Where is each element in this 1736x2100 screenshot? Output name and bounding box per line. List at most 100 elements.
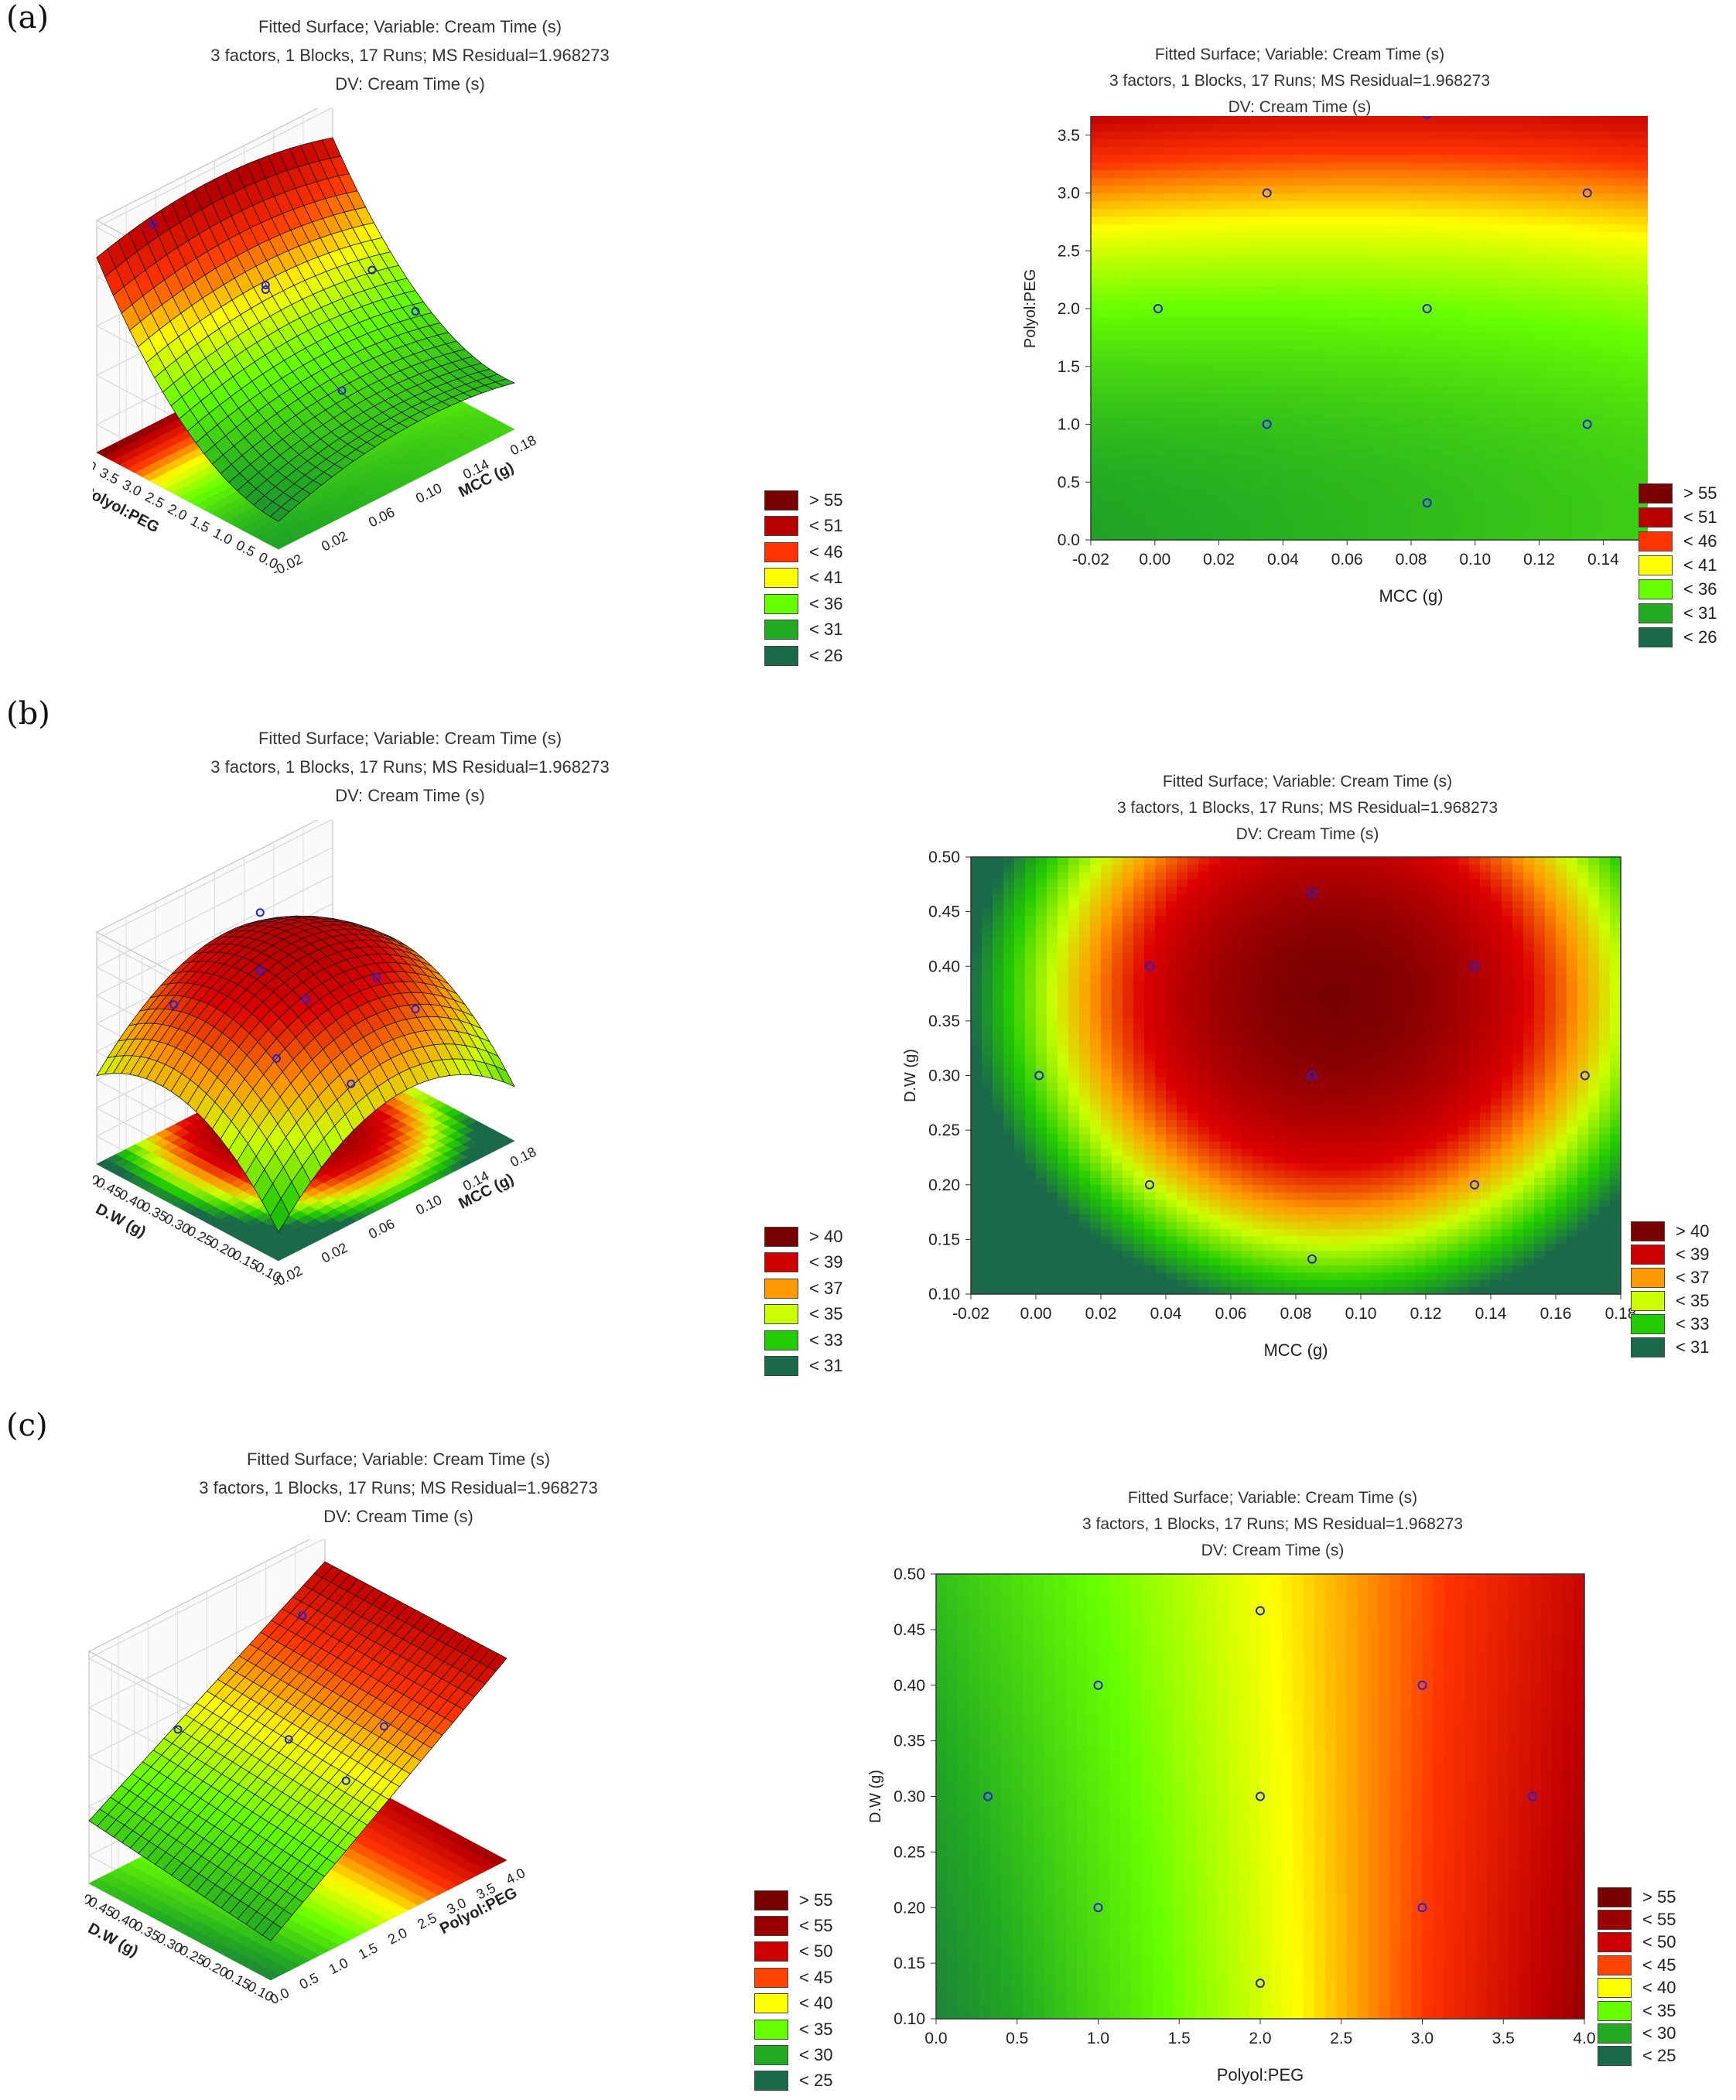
contour-cell <box>1592 301 1604 309</box>
contour-cell <box>1325 293 1337 302</box>
contour-cell <box>1421 447 1434 456</box>
contour-cell <box>1154 354 1167 364</box>
contour-cell <box>1389 354 1401 364</box>
contour-cell <box>1368 424 1380 433</box>
contour-cell <box>1625 509 1636 517</box>
contour-cell <box>1421 432 1434 441</box>
contour-cell <box>1229 278 1241 286</box>
contour-cell <box>1625 323 1636 333</box>
contour-cell <box>1091 293 1102 302</box>
contour-cell <box>1229 285 1241 294</box>
contour-cell <box>1581 278 1594 286</box>
contour-cell <box>1592 532 1604 541</box>
contour-cell <box>1358 254 1369 263</box>
contour-cell <box>1101 486 1113 494</box>
contour-cell <box>1560 501 1572 510</box>
contour-cell <box>1645 247 1648 255</box>
legend-swatch <box>764 516 798 537</box>
contour-cell <box>1421 347 1434 356</box>
contour-cell <box>1539 285 1550 294</box>
contour-cell <box>1614 354 1625 364</box>
contour-cell <box>1581 509 1594 517</box>
contour-cell <box>1421 316 1434 325</box>
contour-cell <box>1550 385 1561 394</box>
contour-cell <box>1539 354 1550 364</box>
contour-cell <box>1379 455 1390 463</box>
contour-cell <box>1368 377 1380 387</box>
contour-cell <box>1293 185 1305 194</box>
contour-cell <box>1101 424 1113 433</box>
contour-cell <box>1528 470 1540 479</box>
contour-cell <box>1528 339 1540 348</box>
contour-cell <box>1240 478 1252 487</box>
contour-cell <box>1518 146 1529 155</box>
contour-cell <box>1625 193 1636 202</box>
contour-cell <box>1432 169 1444 179</box>
contour-cell <box>1379 470 1390 479</box>
contour-cell <box>1464 169 1476 179</box>
contour-cell <box>1464 231 1476 240</box>
contour-cell <box>1144 216 1156 224</box>
contour-cell <box>1176 447 1188 456</box>
contour-cell <box>1240 347 1252 356</box>
contour-cell <box>1368 123 1380 132</box>
contour-cell <box>1165 517 1177 525</box>
contour-cell <box>1443 169 1454 179</box>
contour-cell <box>1389 424 1401 433</box>
contour-cell <box>1389 146 1401 155</box>
contour-cell <box>1379 362 1390 371</box>
contour-cell <box>1421 278 1434 286</box>
contour-cell <box>1304 339 1316 348</box>
contour-cell <box>1198 347 1209 356</box>
contour-cell <box>1571 316 1583 325</box>
contour-cell <box>1464 216 1476 224</box>
contour-cell <box>1603 231 1615 240</box>
contour-cell <box>1507 532 1519 541</box>
contour-cell <box>1379 146 1390 155</box>
contour-cell <box>1645 408 1648 418</box>
contour-cell <box>1091 486 1102 494</box>
contour-cell <box>1336 138 1348 148</box>
contour-cell <box>1133 146 1145 155</box>
contour-cell <box>1443 377 1454 387</box>
contour-cell <box>1507 354 1519 364</box>
contour-cell <box>1432 216 1444 224</box>
contour-cell <box>1272 370 1283 379</box>
contour-cell <box>1154 193 1167 202</box>
contour-cell <box>1358 123 1369 132</box>
contour-cell <box>1539 316 1550 325</box>
contour-cell <box>1475 339 1487 348</box>
contour-cell <box>1208 532 1220 541</box>
contour-cell <box>1314 247 1327 255</box>
contour-cell <box>1475 301 1487 309</box>
contour-cell <box>1421 216 1434 224</box>
contour-cell <box>1293 432 1305 441</box>
contour-cell <box>1518 293 1529 302</box>
contour-cell <box>1347 278 1358 286</box>
contour-cell <box>1507 216 1519 224</box>
contour-cell <box>1154 123 1167 132</box>
contour-cell <box>1379 408 1390 418</box>
contour-cell <box>1208 354 1220 364</box>
contour-cell <box>1336 331 1348 340</box>
contour-cell <box>1325 254 1337 263</box>
contour-cell <box>1283 354 1294 364</box>
contour-cell <box>1251 162 1263 171</box>
contour-cell <box>1176 200 1188 210</box>
contour-cell <box>1539 216 1550 224</box>
contour-cell <box>1358 362 1369 371</box>
contour-cell <box>1165 208 1177 217</box>
contour-cell <box>1550 154 1561 163</box>
contour-cell <box>1272 154 1283 163</box>
contour-cell <box>1304 216 1316 224</box>
contour-cell <box>1379 416 1390 425</box>
contour-cell <box>1443 154 1454 163</box>
contour-cell <box>1443 146 1454 155</box>
contour-cell <box>1560 216 1572 224</box>
contour-cell <box>1603 224 1615 232</box>
contour-cell <box>1432 370 1444 379</box>
contour-cell <box>1454 285 1465 294</box>
contour-cell <box>1229 224 1241 232</box>
contour-cell <box>1208 509 1220 517</box>
contour-cell <box>1176 162 1188 171</box>
